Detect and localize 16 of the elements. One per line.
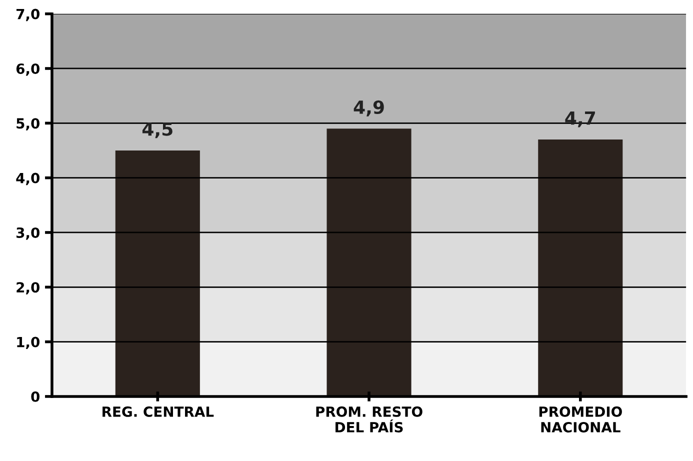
x-tick-label: PROMEDIO NACIONAL: [539, 406, 622, 432]
x-tick-label: PROM. RESTO DEL PAÍS: [316, 406, 422, 432]
y-tick-label: 6,0: [16, 63, 40, 76]
data-label: 4,5: [142, 122, 172, 138]
y-tick-label: 0: [31, 391, 40, 402]
x-tick-label: REG. CENTRAL: [102, 406, 214, 417]
y-tick-label: 7,0: [16, 8, 40, 22]
bar: [538, 140, 623, 396]
data-label: 4,9: [354, 100, 384, 116]
y-tick-label: 5,0: [16, 118, 40, 130]
bar: [326, 128, 412, 396]
y-tick-label: 1,0: [17, 336, 40, 350]
y-tick-label: 3,0: [16, 227, 40, 240]
y-tick-label: 4,0: [16, 172, 40, 186]
bar: [115, 150, 200, 396]
y-tick-label: 2,0: [16, 282, 40, 294]
